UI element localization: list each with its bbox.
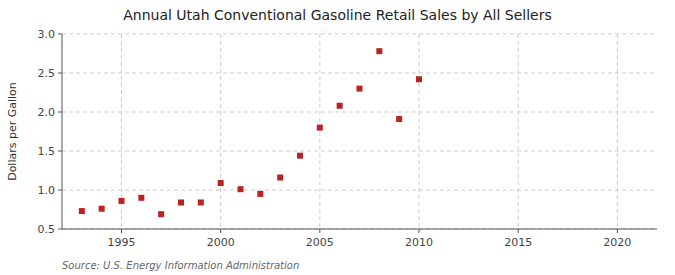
point: [119, 198, 125, 204]
tick-label: 2.0: [38, 106, 56, 119]
tick: [319, 229, 320, 233]
grid: [62, 34, 657, 229]
grid-line: [220, 34, 221, 229]
tick: [58, 190, 62, 191]
grid-line: [617, 34, 618, 229]
tick-label: 1.5: [38, 145, 56, 158]
tick-label: 3.0: [38, 28, 56, 41]
point: [178, 199, 184, 205]
point: [396, 116, 402, 122]
tick: [220, 229, 221, 233]
tick-label: 2.5: [38, 67, 56, 80]
grid-line: [62, 229, 657, 230]
grid-line: [518, 34, 519, 229]
point: [238, 186, 244, 192]
point: [297, 153, 303, 159]
tick: [617, 229, 618, 233]
grid-line: [419, 34, 420, 229]
tick: [121, 229, 122, 233]
point: [198, 199, 204, 205]
tick-label: 2020: [603, 236, 631, 249]
chart: Annual Utah Conventional Gasoline Retail…: [0, 0, 675, 275]
tick-label: 1995: [108, 236, 136, 249]
y-axis-label: Dollars per Gallon: [6, 82, 19, 181]
tick-label: 2015: [504, 236, 532, 249]
tick-label: 0.5: [38, 223, 56, 236]
point: [218, 180, 224, 186]
point: [158, 211, 164, 217]
grid-line: [62, 151, 657, 152]
tick: [58, 73, 62, 74]
grid-line: [62, 73, 657, 74]
point: [376, 48, 382, 54]
point: [277, 175, 283, 181]
tick: [58, 229, 62, 230]
x-axis-line: [62, 229, 657, 230]
point: [357, 86, 363, 92]
tick-label: 2005: [306, 236, 334, 249]
points: [79, 48, 422, 217]
tick-label: 2010: [405, 236, 433, 249]
title: Annual Utah Conventional Gasoline Retail…: [123, 7, 552, 23]
point: [138, 195, 144, 201]
point: [317, 125, 323, 131]
point: [416, 76, 422, 82]
tick-label: 2000: [207, 236, 235, 249]
grid-line: [319, 34, 320, 229]
y-axis-line: [62, 34, 63, 229]
annotation: Source: U.S. Energy Information Administ…: [62, 260, 299, 271]
grid-line: [62, 190, 657, 191]
point: [257, 191, 263, 197]
grid-line: [62, 34, 657, 35]
grid-line: [62, 112, 657, 113]
point: [337, 103, 343, 109]
tick-label: 1.0: [38, 184, 56, 197]
tick: [58, 112, 62, 113]
tick: [419, 229, 420, 233]
tick: [58, 34, 62, 35]
tick: [518, 229, 519, 233]
point: [79, 208, 85, 214]
tick: [58, 151, 62, 152]
axes: 0.5 1.0 1.5 2.0 2.5 3.0 1995 2000 2005 2010 2015 20…: [38, 28, 658, 249]
point: [99, 206, 105, 212]
